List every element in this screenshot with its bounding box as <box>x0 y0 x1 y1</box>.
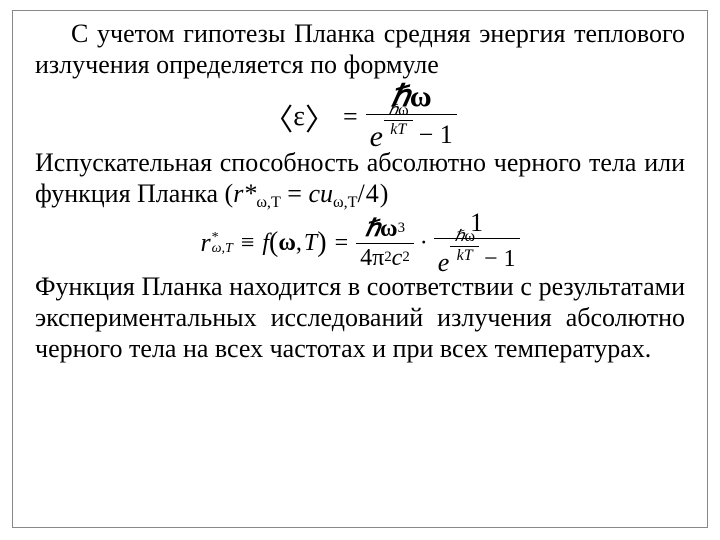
exp-fraction-2: ℏω kT <box>450 229 479 264</box>
c-inline: c <box>308 179 320 208</box>
minus-one-2: − 1 <box>479 247 516 271</box>
lparen: ( <box>269 227 278 259</box>
content-frame: С учетом гипотезы Планка средняя энергия… <box>12 10 708 528</box>
fraction-main: ℏ ω e ℏω <box>366 82 457 152</box>
minus-one: − 1 <box>413 122 453 148</box>
equiv-sign: ≡ <box>233 230 263 257</box>
r-indices: * ω,T <box>211 232 233 254</box>
equals-sign-2: = <box>327 230 357 257</box>
paragraph-intro: С учетом гипотезы Планка средняя энергия… <box>35 19 685 80</box>
fraction-left: ℏ ω 3 4 π2 c2 <box>356 217 414 270</box>
paragraph-conclusion: Функция Планка находится в соответствии … <box>35 272 685 364</box>
angle-bracket-left: 〈 <box>263 95 293 139</box>
u-inline: u <box>320 179 333 208</box>
equals-sign: = <box>335 102 366 132</box>
formula-mean-energy: 〈 ε 〉 = ℏ ω e <box>35 82 685 152</box>
T-arg: T <box>302 230 317 257</box>
sub-wt-1: ω,T <box>256 194 280 211</box>
omega-arg: ω <box>278 230 296 257</box>
denominator: e ℏω kT <box>366 115 457 152</box>
p2-text-c: /4) <box>358 179 390 208</box>
den-right: e ℏω kT <box>434 239 520 276</box>
paragraph-emissive: Испускательная способность абсолютно чер… <box>35 148 685 212</box>
formula-planck-function: r * ω,T ≡ f ( ω , T ) = ℏ ω <box>35 210 685 276</box>
e-power-2: e ℏω kT <box>438 241 479 276</box>
rparen: ) <box>317 227 326 259</box>
p2-eq: = <box>281 179 309 208</box>
exponent: ℏω kT <box>384 103 413 138</box>
f-sym: f <box>262 230 269 257</box>
r-sym: r <box>200 228 210 258</box>
epsilon: ε <box>293 101 305 133</box>
omega: ω <box>410 82 432 112</box>
sub-wt-2: ω,T <box>333 194 357 211</box>
angle-bracket-right: 〉 <box>305 95 335 139</box>
cdot: · <box>414 230 434 257</box>
r-star-inline: r* <box>233 179 256 208</box>
fraction-right: 1 e ℏω <box>434 210 520 276</box>
e-power: e ℏω kT <box>370 117 413 152</box>
page: С учетом гипотезы Планка средняя энергия… <box>0 0 720 540</box>
exp-fraction: ℏω kT <box>384 103 413 138</box>
